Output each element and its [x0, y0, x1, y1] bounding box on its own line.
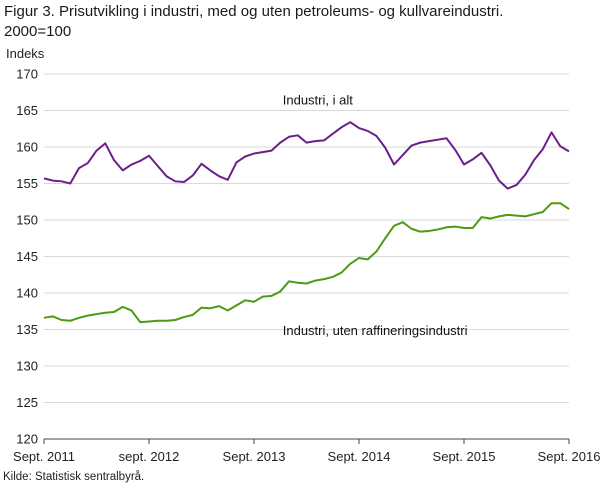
y-axis-label: Indeks: [6, 46, 45, 61]
gridlines: [44, 73, 569, 403]
series-label-1: Industri, i alt: [283, 92, 353, 107]
x-ticks: Sept. 2011 sept. 2012 Sept. 2013 Sept. 2014…: [13, 439, 600, 464]
x-tick-label: Sept. 2011: [13, 449, 75, 464]
source-note: Kilde: Statistisk sentralbyrå.: [3, 471, 145, 483]
y-tick-label: 120: [16, 432, 38, 447]
series-line-2: [43, 202, 570, 324]
y-tick-label: 160: [16, 140, 38, 155]
x-tick-label: Sept. 2014: [328, 449, 391, 464]
y-tick-label: 165: [16, 103, 38, 118]
y-tick-label: 135: [16, 322, 38, 337]
y-tick-label: 140: [16, 286, 38, 301]
y-tick-label: 125: [16, 395, 38, 410]
chart-title: Figur 3. Prisutvikling i industri, med o…: [4, 2, 604, 42]
series-label-2: Industri, uten raffineringsindustri: [283, 323, 468, 338]
x-tick-label: Sept. 2016: [538, 449, 601, 464]
chart-title-line-2: 2000=100: [4, 23, 72, 40]
y-tick-label: 170: [16, 67, 38, 82]
x-tick-label: Sept. 2015: [433, 449, 496, 464]
chart-title-line-1: Figur 3. Prisutvikling i industri, med o…: [4, 3, 504, 20]
y-tick-label: 145: [16, 249, 38, 264]
series-lines: [43, 121, 570, 324]
y-tick-labels: 120 125 130 135 140 145 150 155 160 165 170: [16, 67, 38, 447]
series-annotations: Industri, i alt Industri, uten raffinerin…: [283, 92, 468, 338]
x-tick-label: Sept. 2013: [223, 449, 286, 464]
y-tick-label: 130: [16, 359, 38, 374]
y-tick-label: 155: [16, 176, 38, 191]
x-tick-label: sept. 2012: [119, 449, 180, 464]
series-line-1: [43, 121, 570, 190]
y-tick-label: 150: [16, 213, 38, 228]
